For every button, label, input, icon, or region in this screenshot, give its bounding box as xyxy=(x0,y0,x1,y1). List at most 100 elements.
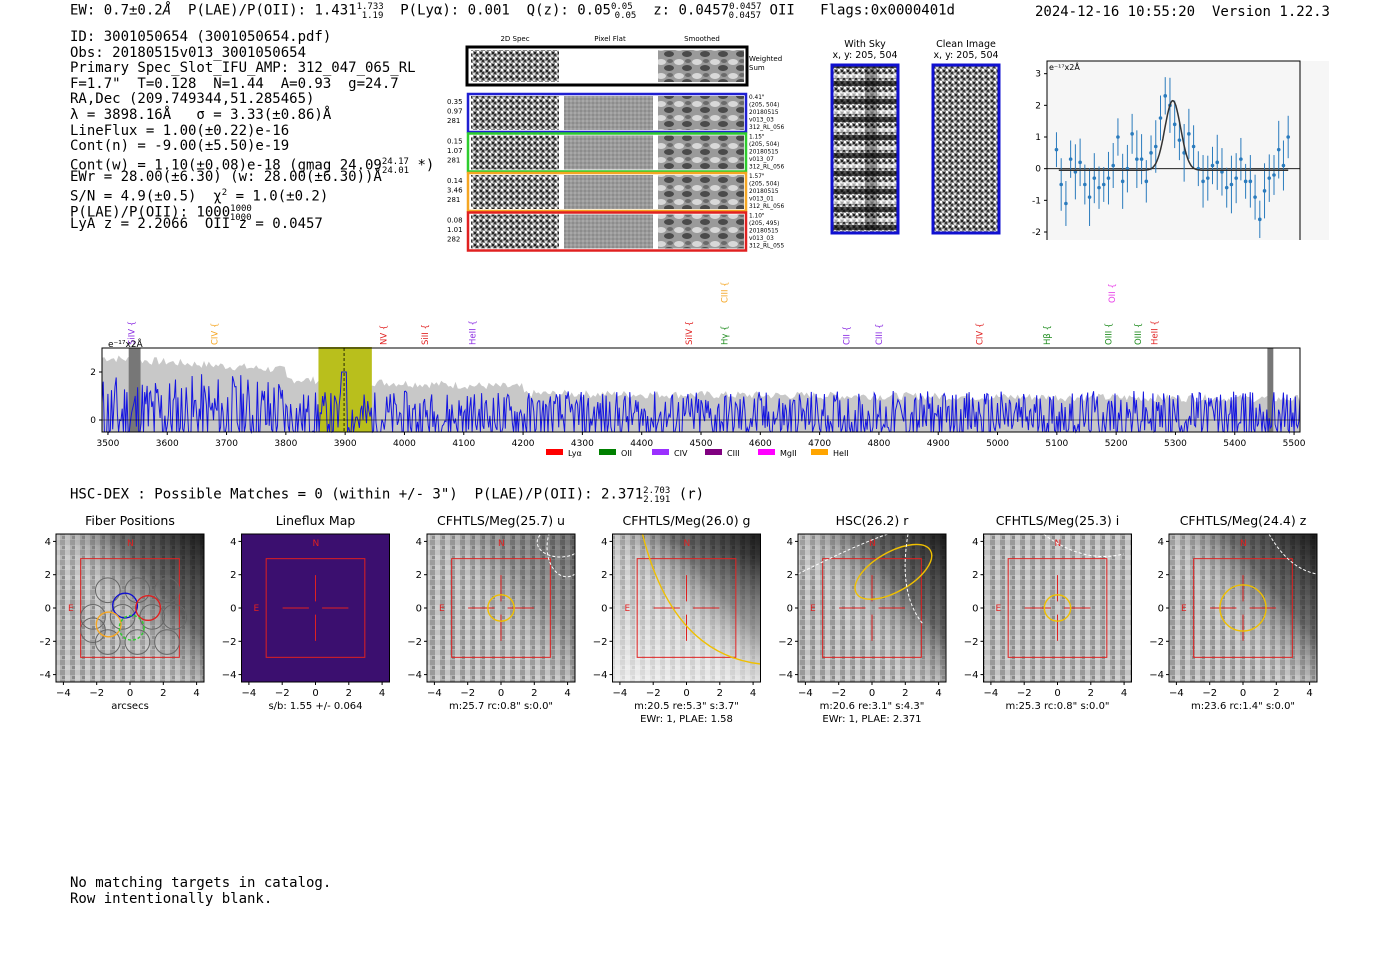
xtick-label: −2 xyxy=(831,688,846,699)
data-point xyxy=(1135,157,1139,161)
ytick-label: −4 xyxy=(593,670,608,681)
north-label: N xyxy=(684,539,691,549)
fiber-circle xyxy=(124,629,151,655)
cutout-2d-2 xyxy=(471,135,559,170)
note-line-1: No matching targets in catalog. xyxy=(70,875,332,891)
version: Version 1.22.3 xyxy=(1211,4,1330,20)
ytick-label: −4 xyxy=(778,670,793,681)
data-point xyxy=(1078,160,1082,165)
contw-text: Cont(w) = 1.10(±0.08)e-18 (gmag 24.09 xyxy=(70,157,382,174)
qz-value: Q(z): 0.05 xyxy=(526,2,611,19)
z-hi: 0.0457 xyxy=(729,2,762,12)
cutout-stat: 0.35 xyxy=(447,98,463,106)
cutout-stat: 281 xyxy=(447,117,460,125)
xtick-label: 2 xyxy=(1273,688,1279,699)
north-label: N xyxy=(127,539,134,549)
detection-info: ID: 3001050654 (3001050654.pdf) Obs: 201… xyxy=(70,29,434,233)
xtick-label: 3600 xyxy=(156,439,179,449)
search-box xyxy=(80,558,180,658)
xtick-label: 5200 xyxy=(1105,439,1128,449)
info-id: ID: 3001050654 (3001050654.pdf) xyxy=(70,29,332,45)
stamp-7: CFHTLS/Meg(24.4) z N E −4 −2 0 2 4 4 2 0 −2 −4 m:23.6… xyxy=(1149,513,1318,712)
data-point xyxy=(1276,147,1281,152)
data-point xyxy=(1097,185,1101,190)
data-point xyxy=(1239,157,1243,161)
xtick-label: −2 xyxy=(89,688,104,699)
stamp-shade xyxy=(798,534,946,682)
xtick-label: 0 xyxy=(869,688,875,699)
clean-image xyxy=(931,63,1001,235)
z-value: z: 0.0457 xyxy=(653,2,730,19)
col-pixel-flat: Pixel Flat xyxy=(594,35,626,43)
col-2d-spec: 2D Spec xyxy=(500,35,529,43)
xtick-label: −2 xyxy=(1202,688,1217,699)
note-line-2: Row intentionally blank. xyxy=(70,890,273,907)
ytick-label: 4 xyxy=(45,537,51,548)
header-summary: EW: 0.7±0.2Å P(LAE)/P(OII): 1.4311.7331.… xyxy=(70,2,955,21)
xtick-label: 4 xyxy=(193,688,199,699)
xtick-label: 3800 xyxy=(274,439,297,449)
east-label: E xyxy=(810,604,816,614)
data-point xyxy=(1083,182,1087,187)
cutout-smooth-2 xyxy=(658,135,744,170)
xtick-label: −2 xyxy=(1017,688,1032,699)
contw-hi: 24.17 xyxy=(381,156,409,167)
xtick-label: −4 xyxy=(613,688,628,699)
data-point xyxy=(1172,122,1177,127)
legend-swatch xyxy=(705,449,722,455)
legend-swatch xyxy=(811,449,828,455)
cutout-stat: 0.14 xyxy=(447,177,463,185)
east-label: E xyxy=(625,604,631,614)
cutout-note: v013_03 xyxy=(749,118,774,124)
ytick-label: 4 xyxy=(230,537,236,548)
ytick-label: −4 xyxy=(1149,670,1164,681)
xtick-label: 4 xyxy=(379,688,385,699)
full-spectrum: SiIV {CIV {NV {SiII {HeII {CIII {SiIV {H… xyxy=(90,281,1306,458)
data-point xyxy=(1272,173,1276,177)
info-ewr: EWr = 28.00(±6.30) (w: 28.00(±6.30))Å xyxy=(70,169,382,186)
xtick-label: −4 xyxy=(242,688,257,699)
stamp-caption: s/b: 1.55 +/- 0.064 xyxy=(268,701,362,712)
data-point xyxy=(1153,144,1158,149)
data-point xyxy=(1087,195,1092,199)
stamp-panels: Fiber Positions N E −4 −2 0 2 4 4 2 0 −2 −4 arcsecs Li… xyxy=(40,513,1318,725)
stamp-3: CFHTLS/Meg(25.7) u N E −4 −2 0 2 4 4 2 0 −2 −4 m:25.7… xyxy=(407,513,588,712)
ytick-label: 0 xyxy=(45,604,51,615)
stamp-shade xyxy=(56,534,204,682)
ytick-label: −2 xyxy=(407,637,422,648)
ytick-label: 4 xyxy=(787,537,793,548)
line-marker-label: SiIV { xyxy=(128,321,138,345)
stamp-title: CFHTLS/Meg(26.0) g xyxy=(623,513,751,528)
data-point xyxy=(1130,132,1134,136)
data-point xyxy=(1215,160,1220,165)
xtick-label: 2 xyxy=(1088,688,1094,699)
data-point xyxy=(1059,182,1063,187)
xtick-label: 4500 xyxy=(690,439,713,449)
legend-label: Lyα xyxy=(568,449,582,458)
xtick-label: −2 xyxy=(646,688,661,699)
xtick-label: 4600 xyxy=(749,439,772,449)
ytick-label: −2 xyxy=(1149,637,1164,648)
xtick-label: 4900 xyxy=(927,439,950,449)
ytick-label: 2 xyxy=(90,368,96,378)
xtick-label: 4 xyxy=(750,688,756,699)
cutout-stat: 281 xyxy=(447,196,460,204)
info-params: F=1.7" T=0.128 N=1.44 A=0.93 g=24.7 xyxy=(70,75,399,92)
ytick-label: 0 xyxy=(230,604,236,615)
xtick-label: 5500 xyxy=(1283,439,1306,449)
legend-label: HeII xyxy=(833,449,849,458)
ytick-label: −2 xyxy=(778,637,793,648)
xtick-label: 5300 xyxy=(1164,439,1187,449)
line-marker-label: SiII { xyxy=(421,324,431,345)
east-label: E xyxy=(1181,604,1187,614)
with-sky-image xyxy=(830,63,900,235)
cutout-note: 20180515 xyxy=(749,189,779,195)
masked-region xyxy=(128,348,141,432)
sky-subtitle: x, y: 205, 504 xyxy=(832,50,897,61)
line-marker-label: NV { xyxy=(380,325,390,345)
cutout-note: 20180515 xyxy=(749,110,779,116)
stamp-caption: m:25.3 rc:0.8" s:0.0" xyxy=(1005,701,1109,712)
weighted-label-1: Weighted xyxy=(749,55,782,63)
xtick-label: 2 xyxy=(531,688,537,699)
cutout-note: v013_07 xyxy=(749,157,774,163)
